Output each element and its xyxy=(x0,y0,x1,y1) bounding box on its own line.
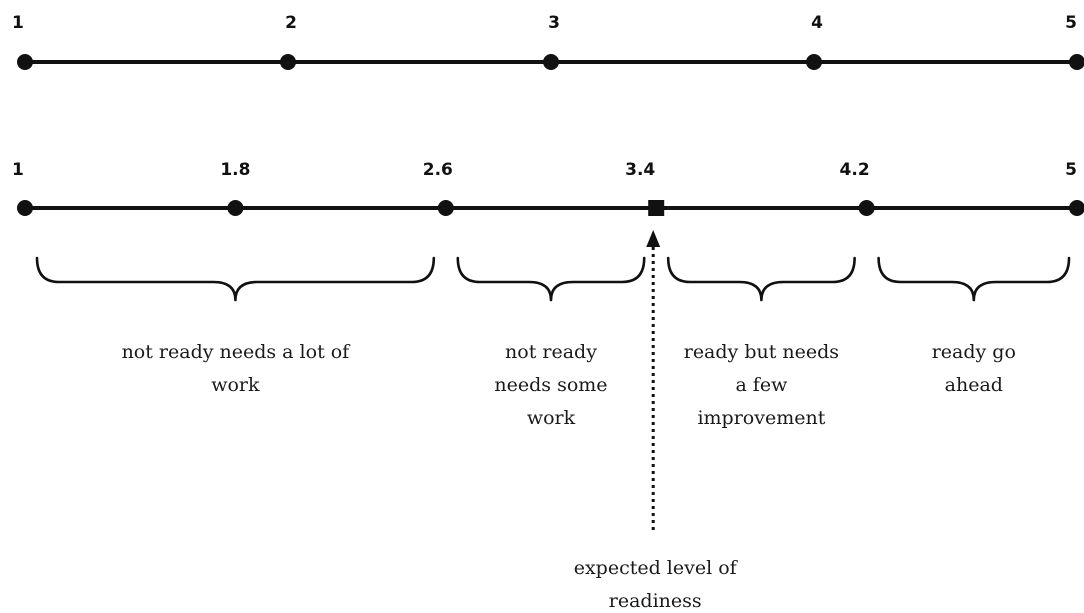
zone-3-label-line-3: improvement xyxy=(697,407,825,429)
scale-1-point-2 xyxy=(280,54,296,70)
zone-3-label-line-2: a few xyxy=(735,374,788,396)
scale-1-point-5 xyxy=(1069,54,1084,70)
scale-1-point-4 xyxy=(806,54,822,70)
scale-1-label-2: 2 xyxy=(285,13,297,33)
scale-1-label-4: 4 xyxy=(811,13,823,33)
scale-2-label-1.8: 1.8 xyxy=(220,160,250,180)
scale-2-label-4.2: 4.2 xyxy=(840,160,870,180)
scale-2-label-3.4: 3.4 xyxy=(625,160,655,180)
expected-level-label-line-2: readiness xyxy=(609,590,702,612)
expected-level-indicator: expected level of readiness xyxy=(574,230,739,612)
zone-brace-1 xyxy=(35,256,436,302)
zone-2-label-line-3: work xyxy=(527,407,576,429)
expected-level-arrowhead-icon xyxy=(646,230,661,247)
scale-2-point-2.6 xyxy=(437,200,454,216)
scale-2-label-1: 1 xyxy=(12,160,24,180)
scale-2-label-5: 5 xyxy=(1065,160,1077,180)
scale-2-point-3.4 xyxy=(648,200,665,216)
zone-brace-2 xyxy=(456,256,646,302)
zone-4-label-line-2: ahead xyxy=(945,374,1003,396)
readiness-zones: not ready needs a lot of work not ready nee… xyxy=(35,256,1071,429)
zone-3-label-line-1: ready but needs xyxy=(684,341,839,363)
scale-2-point-5 xyxy=(1069,200,1084,216)
scale-2-point-1.8 xyxy=(227,200,244,216)
scale-1-point-3 xyxy=(543,54,559,70)
zone-brace-3 xyxy=(666,256,856,302)
scale-1-label-3: 3 xyxy=(548,13,560,33)
scale-1-to-5: 1 2 3 4 5 xyxy=(12,13,1084,70)
zone-1-label-line-2: work xyxy=(211,374,260,396)
scale-2-point-1 xyxy=(17,200,33,216)
zone-1-label-line-1: not ready needs a lot of xyxy=(122,341,352,363)
scale-readiness-intervals: 1 1.8 2.6 3.4 4.2 5 xyxy=(12,160,1084,216)
scale-1-label-5: 5 xyxy=(1065,13,1077,33)
zone-2-label-line-2: needs some xyxy=(494,374,607,396)
expected-level-label-line-1: expected level of xyxy=(574,557,739,579)
zone-2-label-line-1: not ready xyxy=(505,341,597,363)
scale-1-label-1: 1 xyxy=(12,13,24,33)
scale-2-point-4.2 xyxy=(858,200,875,216)
scale-2-label-2.6: 2.6 xyxy=(423,160,453,180)
scale-1-point-1 xyxy=(17,54,33,70)
zone-4-label-line-1: ready go xyxy=(932,341,1016,363)
zone-brace-4 xyxy=(877,256,1071,302)
